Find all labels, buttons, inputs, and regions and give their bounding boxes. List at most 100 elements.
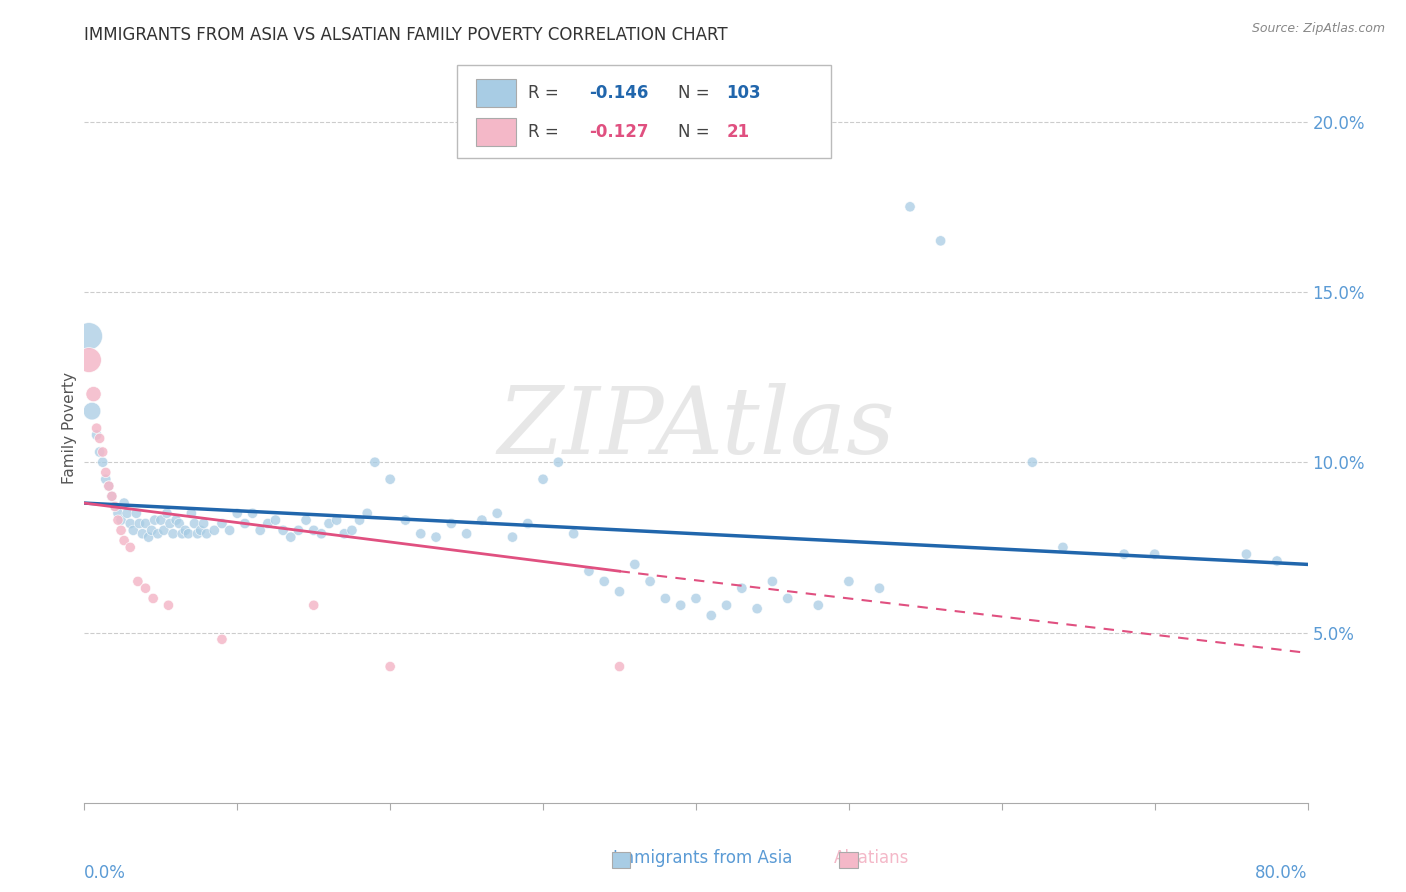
Point <box>156 506 179 520</box>
Point <box>125 506 148 520</box>
Point <box>609 659 631 673</box>
Point <box>104 500 127 514</box>
Point <box>91 455 114 469</box>
Point <box>807 599 830 613</box>
Point <box>162 526 184 541</box>
Point <box>97 479 120 493</box>
Point <box>83 387 105 401</box>
Point <box>364 455 387 469</box>
Point <box>929 234 952 248</box>
Point <box>761 574 783 589</box>
Point <box>142 591 165 606</box>
Point <box>97 479 120 493</box>
Point <box>141 524 163 538</box>
Text: Source: ZipAtlas.com: Source: ZipAtlas.com <box>1251 22 1385 36</box>
Point <box>135 516 157 531</box>
Point <box>340 524 363 538</box>
FancyBboxPatch shape <box>475 118 516 146</box>
Point <box>257 516 280 531</box>
Point <box>394 513 416 527</box>
Point <box>669 599 692 613</box>
Text: 103: 103 <box>727 84 761 103</box>
Point <box>1052 541 1074 555</box>
Point <box>1021 455 1043 469</box>
Point <box>89 445 111 459</box>
Point <box>409 526 432 541</box>
Point <box>110 524 132 538</box>
Point <box>165 513 187 527</box>
Point <box>425 530 447 544</box>
Point <box>318 516 340 531</box>
Point <box>869 581 891 595</box>
Point <box>547 455 569 469</box>
Point <box>149 513 172 527</box>
Point <box>77 329 100 343</box>
Point <box>486 506 509 520</box>
Point <box>356 506 378 520</box>
Point <box>654 591 676 606</box>
Point <box>77 353 100 368</box>
Point <box>502 530 524 544</box>
Point <box>578 564 600 578</box>
Point <box>202 524 225 538</box>
Point <box>120 516 142 531</box>
Point <box>104 500 127 514</box>
Point <box>898 200 921 214</box>
Text: -0.127: -0.127 <box>589 123 650 141</box>
Point <box>333 526 356 541</box>
Point <box>159 516 181 531</box>
Point <box>112 496 135 510</box>
Text: 0.0%: 0.0% <box>84 864 127 882</box>
Text: N =: N = <box>678 123 709 141</box>
Point <box>531 472 554 486</box>
Point <box>172 526 194 541</box>
Point <box>146 526 169 541</box>
Point <box>685 591 707 606</box>
Point <box>471 513 494 527</box>
Point <box>1143 547 1166 561</box>
Point <box>287 524 309 538</box>
Text: N =: N = <box>678 84 709 103</box>
Point <box>157 599 180 613</box>
Point <box>101 489 124 503</box>
Point <box>89 431 111 445</box>
Point <box>138 530 160 544</box>
Text: Alsatians: Alsatians <box>834 849 910 867</box>
Text: -0.146: -0.146 <box>589 84 650 103</box>
Point <box>115 506 138 520</box>
Point <box>731 581 754 595</box>
Point <box>177 526 200 541</box>
Point <box>747 601 769 615</box>
Point <box>211 632 233 647</box>
FancyBboxPatch shape <box>475 79 516 107</box>
Point <box>264 513 287 527</box>
Point <box>183 516 205 531</box>
Point <box>120 541 142 555</box>
Point <box>110 513 132 527</box>
Point <box>295 513 318 527</box>
Point <box>127 574 149 589</box>
Point <box>180 506 202 520</box>
Point <box>562 526 585 541</box>
Point <box>107 513 129 527</box>
Point <box>838 574 860 589</box>
Point <box>440 516 463 531</box>
Point <box>128 516 150 531</box>
Point <box>153 524 176 538</box>
Point <box>1265 554 1288 568</box>
Point <box>174 524 197 538</box>
Point <box>195 526 218 541</box>
Point <box>516 516 538 531</box>
FancyBboxPatch shape <box>457 65 831 159</box>
Text: 21: 21 <box>727 123 749 141</box>
Point <box>135 581 157 595</box>
Point <box>271 524 294 538</box>
Point <box>716 599 738 613</box>
Point <box>700 608 723 623</box>
Point <box>143 513 166 527</box>
Text: IMMIGRANTS FROM ASIA VS ALSATIAN FAMILY POVERTY CORRELATION CHART: IMMIGRANTS FROM ASIA VS ALSATIAN FAMILY … <box>84 26 728 44</box>
Point <box>302 599 325 613</box>
Point <box>193 516 215 531</box>
Point <box>311 526 333 541</box>
Y-axis label: Family Poverty: Family Poverty <box>62 372 77 484</box>
